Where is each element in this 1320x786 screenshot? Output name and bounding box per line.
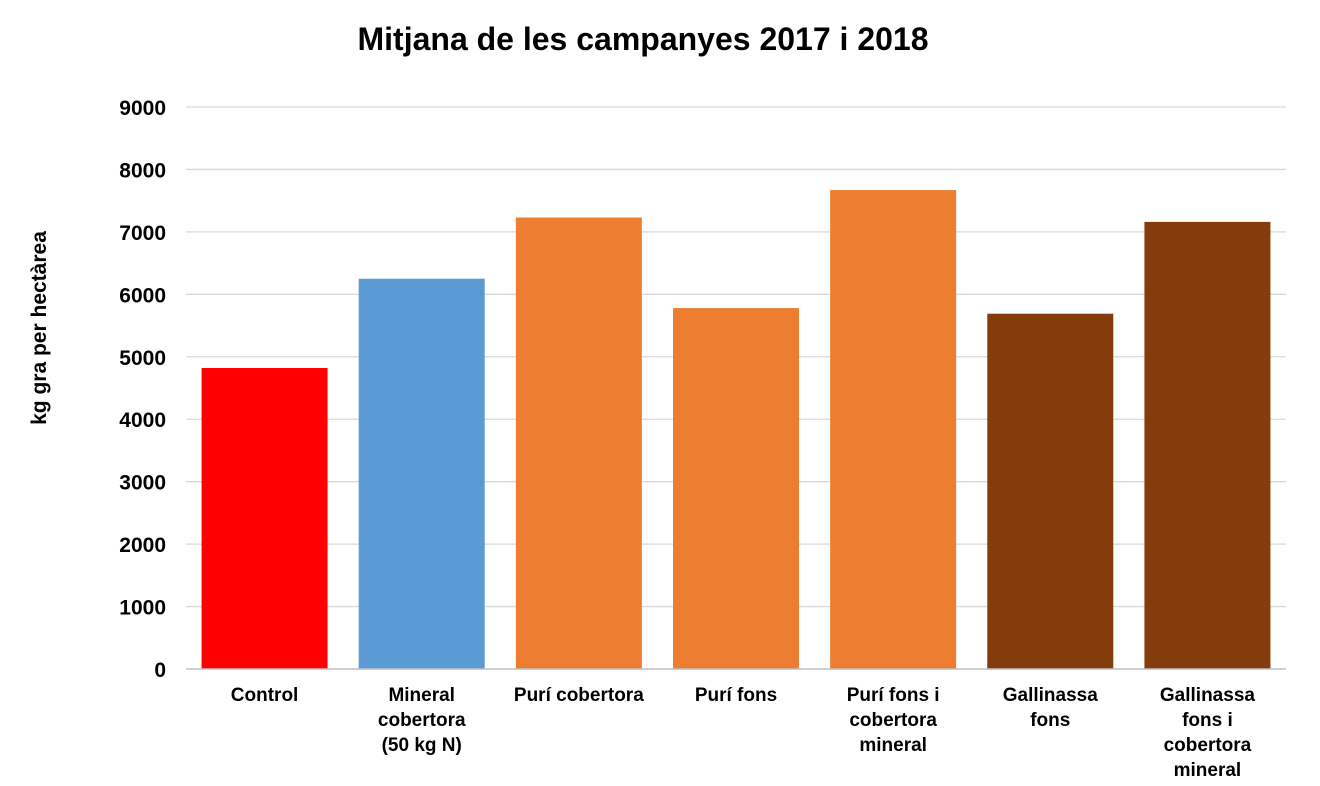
x-tick-label: cobertora	[1164, 735, 1252, 756]
bars	[201, 190, 1271, 670]
x-tick-label: fons i	[1182, 710, 1233, 731]
x-tick-label: Control	[231, 685, 299, 706]
x-tick-label: cobertora	[849, 710, 937, 731]
bar	[201, 368, 328, 669]
chart-title: Mitjana de les campanyes 2017 i 2018	[358, 21, 929, 57]
y-tick-label: 6000	[119, 284, 166, 307]
y-tick-label: 0	[154, 659, 166, 682]
x-tick-label: cobertora	[378, 710, 466, 731]
x-tick-label: Gallinassa	[1003, 685, 1098, 706]
bar	[358, 278, 485, 669]
bar	[830, 190, 957, 669]
x-tick-label: Purí cobertora	[514, 685, 644, 706]
y-tick-label: 2000	[119, 534, 166, 557]
y-tick-label: 3000	[119, 472, 166, 495]
y-tick-label: 8000	[119, 159, 166, 182]
y-axis-label: kg gra per hectàrea	[28, 231, 51, 425]
y-tick-label: 5000	[119, 347, 166, 370]
y-axis-ticks: 0 1000 2000 3000 4000 5000 6000 7000 8000 9000	[119, 97, 166, 682]
bar	[673, 308, 799, 669]
x-tick-label: Gallinassa	[1160, 685, 1255, 706]
bar	[987, 313, 1114, 669]
bar	[515, 217, 642, 669]
x-tick-label: Purí fons	[695, 685, 777, 706]
y-tick-label: 7000	[119, 222, 166, 245]
x-tick-label: Purí fons i	[847, 685, 940, 706]
x-tick-label: (50 kg N)	[382, 735, 462, 756]
y-tick-label: 1000	[119, 597, 166, 620]
x-tick-label: mineral	[859, 735, 927, 756]
y-tick-label: 4000	[119, 409, 166, 432]
x-tick-label: mineral	[1174, 760, 1242, 781]
x-tick-label: fons	[1030, 710, 1070, 731]
bar	[1144, 221, 1271, 670]
x-tick-label: Mineral	[388, 685, 455, 706]
x-axis-labels: Control Mineral cobertora (50 kg N) Purí cob…	[231, 685, 1256, 781]
y-tick-label: 9000	[119, 97, 166, 120]
